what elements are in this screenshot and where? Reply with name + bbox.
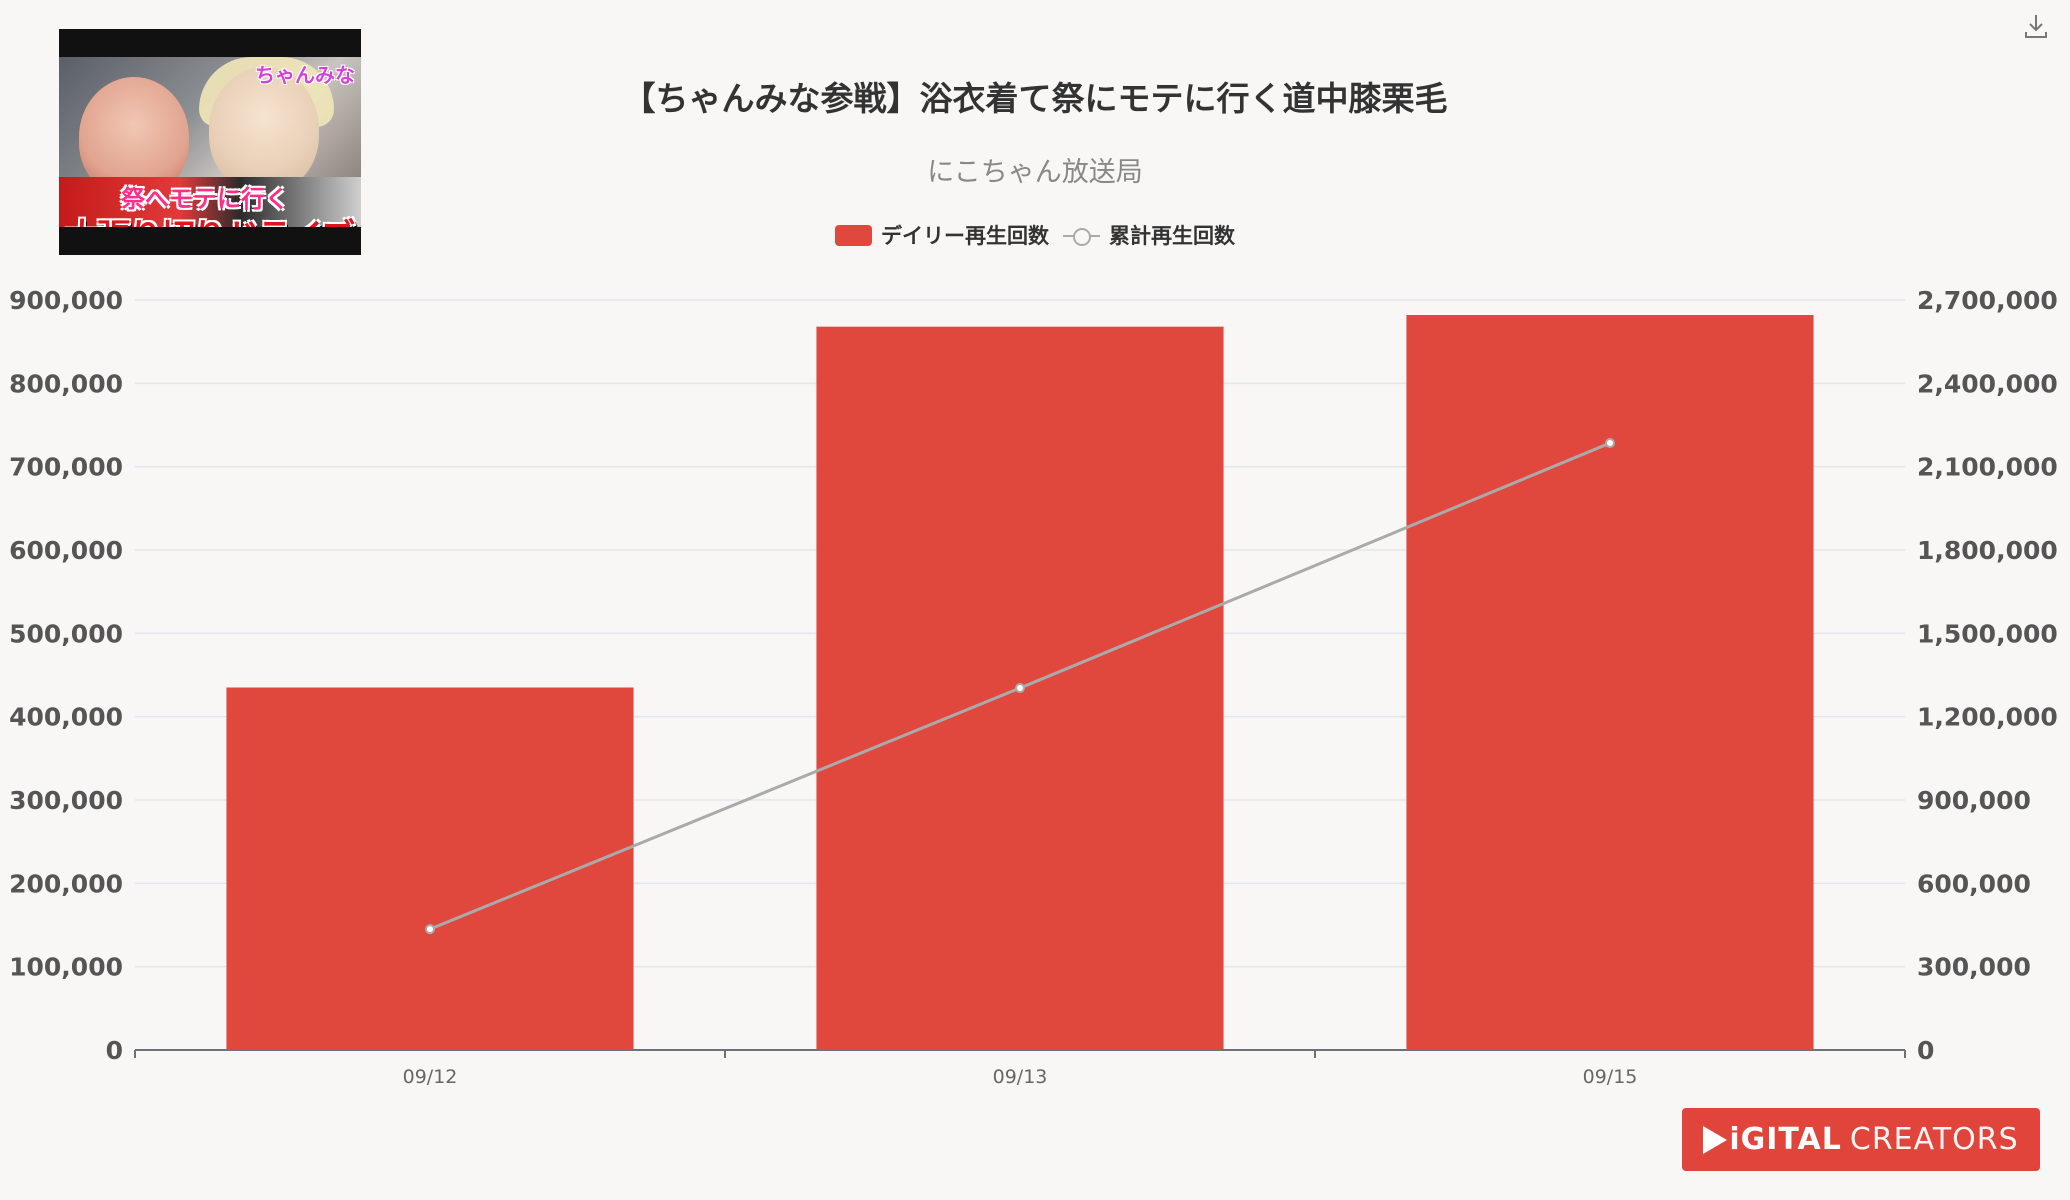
thumbnail-clothing	[59, 177, 361, 227]
y-right-tick-label: 2,400,000	[1917, 369, 2058, 398]
y-right-tick-label: 2,100,000	[1917, 453, 2058, 482]
legend-line-swatch	[1063, 225, 1100, 246]
x-tick-label: 09/15	[1583, 1066, 1638, 1088]
logo-text-1: iGITAL	[1729, 1122, 1842, 1157]
thumbnail-bottom-text: 大張り切りドライブ	[65, 209, 355, 227]
y-right-tick-label: 1,800,000	[1917, 536, 2058, 565]
y-right-tick-label: 2,700,000	[1917, 286, 2058, 315]
chart-subtitle: にこちゃん放送局	[927, 157, 1143, 188]
y-left-tick-label: 900,000	[9, 286, 123, 315]
y-right-tick-label: 0	[1917, 1036, 1934, 1065]
legend-bar-swatch	[835, 224, 872, 246]
y-right-tick-label: 1,200,000	[1917, 703, 2058, 732]
line-point	[1605, 438, 1615, 449]
thumbnail-person-right	[209, 67, 319, 192]
thumbnail-mid-text: 祭へモテに行く	[121, 184, 289, 213]
y-left-tick-label: 400,000	[9, 703, 123, 732]
y-right-tick-label: 900,000	[1917, 786, 2031, 815]
x-tick-label: 09/13	[993, 1066, 1048, 1088]
thumbnail-top-text: ちゃんみな	[255, 63, 355, 87]
bar	[226, 687, 634, 1050]
y-left-tick-label: 0	[106, 1036, 123, 1065]
legend-item-cumulative[interactable]: 累計再生回数	[1063, 220, 1235, 250]
x-tick-label: 09/12	[403, 1066, 458, 1088]
chart-title: 【ちゃんみな参戦】浴衣着て祭にモテに行く道中膝栗毛	[622, 79, 1448, 118]
y-left-tick-label: 800,000	[9, 369, 123, 398]
brand-logo: iGITAL CREATORS	[1682, 1108, 2040, 1171]
y-left-tick-label: 500,000	[9, 619, 123, 648]
video-thumbnail: ちゃんみな 祭へモテに行く 大張り切りドライブ	[59, 29, 361, 255]
line-point	[1015, 683, 1025, 694]
y-left-tick-label: 200,000	[9, 869, 123, 898]
legend-item-daily[interactable]: デイリー再生回数	[835, 220, 1049, 250]
y-right-tick-label: 300,000	[1917, 953, 2031, 982]
legend: デイリー再生回数 累計再生回数	[0, 220, 2070, 250]
y-left-tick-label: 100,000	[9, 953, 123, 982]
y-left-tick-label: 700,000	[9, 453, 123, 482]
download-icon[interactable]	[2022, 12, 2050, 40]
y-left-tick-label: 600,000	[9, 536, 123, 565]
bar	[1406, 315, 1814, 1050]
thumbnail-image: ちゃんみな 祭へモテに行く 大張り切りドライブ	[59, 57, 361, 227]
line-point	[425, 924, 435, 935]
legend-label-daily: デイリー再生回数	[881, 224, 1049, 248]
combo-chart: 0 0 100,000 300,000 200,000 600,000 300,000 900…	[9, 286, 2058, 1088]
logo-play-icon	[1703, 1125, 1728, 1154]
y-right-tick-label: 600,000	[1917, 869, 2031, 898]
legend-label-cumulative: 累計再生回数	[1109, 224, 1235, 248]
y-right-tick-label: 1,500,000	[1917, 619, 2058, 648]
y-left-tick-label: 300,000	[9, 786, 123, 815]
logo-text-2: CREATORS	[1849, 1122, 2019, 1157]
